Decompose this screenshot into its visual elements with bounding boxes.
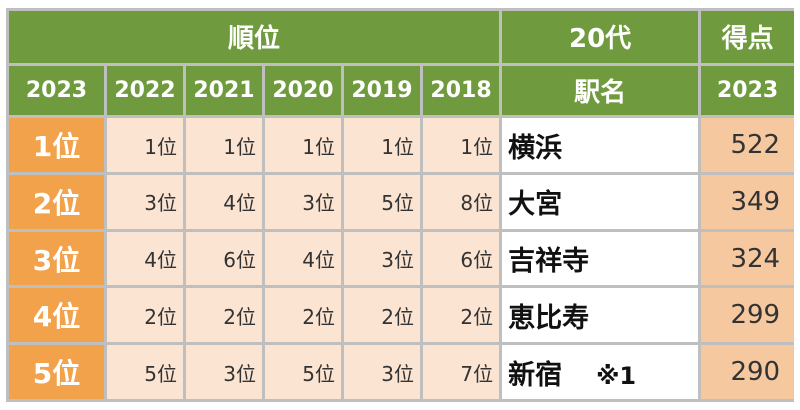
rank-2018: 7位 [423,345,500,399]
rank-2019: 3位 [344,231,420,286]
rank-2021: 6位 [186,231,262,286]
ranking-table: 順位 20代 得点 2023 2022 2021 2020 2019 2018 … [6,8,797,402]
station-name: 大宮 [508,189,563,221]
rank-2020: 1位 [265,118,341,172]
ranking-table-container: 順位 20代 得点 2023 2022 2021 2020 2019 2018 … [6,8,797,402]
rank-2021: 1位 [186,118,262,172]
rank-2020: 4位 [265,231,341,286]
current-rank: 5位 [9,345,104,399]
year-header-2023: 2023 [9,65,104,116]
station-name-cell: 大宮 [502,175,699,229]
station-name-cell: 吉祥寺 [502,231,699,286]
station-name: 新宿 [508,359,563,391]
rank-2019: 1位 [344,118,420,172]
year-header-2022: 2022 [107,65,183,116]
station-name-header: 駅名 [502,65,699,116]
rank-2018: 6位 [423,231,500,286]
rank-2021: 2位 [186,288,262,343]
rank-2019: 2位 [344,288,420,343]
score-group-header: 得点 [701,11,795,63]
rank-2022: 5位 [107,345,183,399]
rank-2020: 2位 [265,288,341,343]
year-header-2020: 2020 [265,65,341,116]
table-row: 3位 4位 6位 4位 3位 6位 吉祥寺 324 [9,231,795,286]
rank-2019: 5位 [344,175,420,229]
rank-2021: 3位 [186,345,262,399]
station-note: ※1 [596,361,637,390]
rank-2022: 2位 [107,288,183,343]
rank-2018: 1位 [423,118,500,172]
age-group-header: 20代 [502,11,699,63]
table-row: 5位 5位 3位 5位 3位 7位 新宿 ※1 290 [9,345,795,399]
rank-2022: 1位 [107,118,183,172]
score: 299 [701,288,795,343]
table-row: 4位 2位 2位 2位 2位 2位 恵比寿 299 [9,288,795,343]
score: 324 [701,231,795,286]
rank-2019: 3位 [344,345,420,399]
table-row: 2位 3位 4位 3位 5位 8位 大宮 349 [9,175,795,229]
current-rank: 1位 [9,118,104,172]
station-name-cell: 恵比寿 [502,288,699,343]
current-rank: 2位 [9,175,104,229]
score: 290 [701,345,795,399]
year-header-2021: 2021 [186,65,262,116]
current-rank: 3位 [9,231,104,286]
station-name-cell: 横浜 [502,118,699,172]
station-name: 横浜 [508,132,563,164]
rank-2018: 2位 [423,288,500,343]
rank-2020: 3位 [265,175,341,229]
table-row: 1位 1位 1位 1位 1位 1位 横浜 522 [9,118,795,172]
rank-2022: 4位 [107,231,183,286]
score: 349 [701,175,795,229]
station-name-cell: 新宿 ※1 [502,345,699,399]
station-name: 恵比寿 [508,302,590,334]
rank-2022: 3位 [107,175,183,229]
score-year-header: 2023 [701,65,795,116]
station-name: 吉祥寺 [508,246,590,278]
rank-2020: 5位 [265,345,341,399]
year-header-2019: 2019 [344,65,420,116]
current-rank: 4位 [9,288,104,343]
score: 522 [701,118,795,172]
rank-2018: 8位 [423,175,500,229]
rank-group-header: 順位 [9,11,500,63]
year-header-2018: 2018 [423,65,500,116]
rank-2021: 4位 [186,175,262,229]
